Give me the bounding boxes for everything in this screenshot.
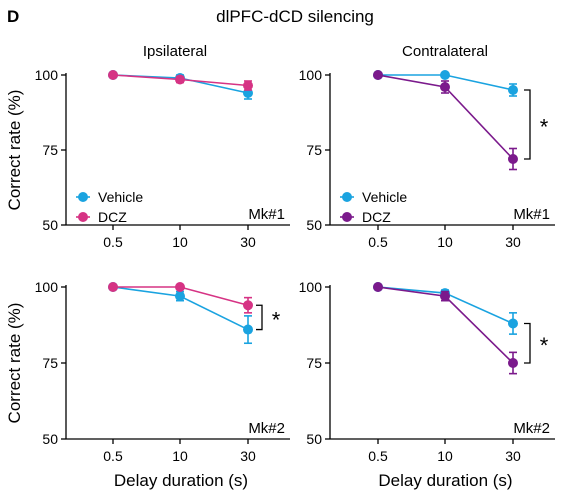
x-tick-label: 10: [437, 448, 453, 464]
y-tick-label: 75: [42, 355, 58, 371]
data-point: [440, 82, 450, 92]
monkey-label: Mk#1: [248, 206, 285, 223]
chart-panels: 50 75 100 0.5 10 30 Mk#1 Vehicle DCZ Correct rate…: [5, 67, 555, 490]
x-axis-label: Delay duration (s): [378, 471, 512, 490]
figure-title: dlPFC-dCD silencing: [216, 7, 374, 26]
y-tick-label: 75: [306, 355, 322, 371]
data-point: [108, 282, 118, 292]
y-tick-label: 75: [306, 142, 322, 158]
legend: Vehicle DCZ: [340, 189, 407, 225]
y-tick-label: 50: [306, 217, 322, 233]
x-tick-label: 10: [172, 448, 188, 464]
monkey-label: Mk#1: [513, 206, 550, 223]
significance-bracket: [256, 304, 263, 331]
legend-label: Vehicle: [362, 189, 407, 205]
x-tick-label: 30: [505, 448, 521, 464]
data-point: [243, 300, 253, 311]
data-point: [440, 70, 450, 80]
series-dcz: [373, 70, 518, 171]
legend: Vehicle DCZ: [76, 189, 143, 225]
y-axis-label: Correct rate (%): [5, 303, 24, 424]
significance-marker: *: [540, 115, 549, 140]
x-tick-label: 0.5: [368, 448, 388, 464]
legend-label: DCZ: [362, 209, 391, 225]
legend-label: Vehicle: [98, 189, 143, 205]
y-axis-label: Correct rate (%): [5, 90, 24, 211]
data-point: [373, 282, 383, 292]
data-point: [508, 154, 518, 164]
significance-bracket: [524, 322, 531, 364]
panel-letter: D: [7, 7, 19, 26]
monkey-label: Mk#2: [248, 420, 285, 437]
x-tick-label: 0.5: [368, 234, 388, 250]
chart-panel-4: 50 75 100 0.5 10 30 * Mk#2 Delay duration (s): [299, 279, 555, 490]
legend-swatch-marker: [342, 192, 352, 202]
y-tick-label: 100: [35, 279, 59, 295]
data-point: [508, 358, 518, 368]
chart-panel-1: 50 75 100 0.5 10 30 Mk#1 Vehicle DCZ Correct rate…: [5, 67, 290, 250]
legend-swatch-marker: [342, 212, 352, 222]
legend-label: DCZ: [98, 209, 127, 225]
series-dcz: [108, 282, 253, 314]
y-tick-label: 50: [42, 431, 58, 447]
data-point: [508, 318, 518, 329]
y-tick-label: 100: [299, 279, 323, 295]
x-tick-label: 30: [240, 234, 256, 250]
x-tick-label: 30: [505, 234, 521, 250]
y-tick-label: 75: [42, 142, 58, 158]
data-point: [373, 70, 383, 80]
data-point: [440, 291, 450, 302]
x-tick-label: 30: [240, 448, 256, 464]
data-point: [175, 74, 185, 85]
y-tick-label: 100: [35, 67, 59, 83]
x-tick-label: 0.5: [103, 234, 123, 250]
column-title-contralateral: Contralateral: [402, 43, 488, 60]
significance-bracket: [524, 89, 531, 160]
y-tick-label: 50: [306, 431, 322, 447]
chart-panel-3: 50 75 100 0.5 10 30 * Mk#2 Correct rate (%) Delay…: [5, 279, 290, 490]
data-point: [243, 324, 253, 335]
chart-panel-2: 50 75 100 0.5 10 30 * Mk#1 Vehicle DCZ: [299, 67, 555, 250]
y-tick-label: 100: [299, 67, 323, 83]
x-tick-label: 10: [437, 234, 453, 250]
x-tick-label: 10: [172, 234, 188, 250]
data-point: [508, 85, 518, 95]
series-dcz: [108, 70, 253, 91]
legend-swatch-marker: [78, 192, 88, 202]
column-title-ipsilateral: Ipsilateral: [143, 43, 207, 60]
monkey-label: Mk#2: [513, 420, 550, 437]
x-axis-label: Delay duration (s): [114, 471, 248, 490]
data-point: [175, 282, 185, 292]
data-point: [175, 291, 185, 302]
y-tick-label: 50: [42, 217, 58, 233]
legend-swatch-marker: [78, 212, 88, 222]
series-dcz: [373, 282, 518, 375]
data-point: [108, 70, 118, 80]
significance-marker: *: [540, 333, 549, 358]
significance-marker: *: [272, 307, 281, 332]
x-tick-label: 0.5: [103, 448, 123, 464]
data-point: [243, 80, 253, 91]
